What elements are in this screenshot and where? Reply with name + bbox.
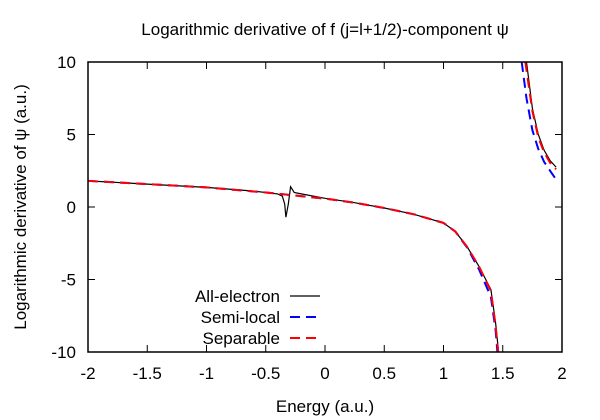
series-line-semi-local	[520, 62, 557, 181]
legend-label: All-electron	[195, 287, 280, 306]
plot-frame	[87, 61, 563, 353]
series-line-all-electron	[88, 180, 500, 352]
series-line-separable	[88, 179, 500, 352]
y-tick-label: 0	[67, 198, 76, 217]
series-line-all-electron	[525, 62, 557, 168]
x-tick-label: -0.5	[251, 364, 280, 383]
series-line-semi-local	[88, 179, 499, 352]
x-tick-label: 0	[320, 364, 329, 383]
x-tick-label: 0.5	[372, 364, 396, 383]
y-axis-label: Logarithmic derivative of ψ (a.u.)	[11, 84, 30, 330]
chart-title: Logarithmic derivative of f (j=l+1/2)-co…	[141, 20, 508, 39]
legend: All-electron Semi-local Separable	[195, 287, 320, 348]
x-tick-label: -2	[80, 364, 95, 383]
x-tick-label: -1	[199, 364, 214, 383]
legend-label: Semi-local	[201, 308, 280, 327]
y-tick-label: -10	[51, 343, 76, 362]
y-tick-label: -5	[61, 271, 76, 290]
x-tick-label: -1.5	[133, 364, 162, 383]
series-line-separable	[524, 62, 557, 170]
x-tick-label: 2	[557, 364, 566, 383]
y-tick-label: 5	[67, 126, 76, 145]
x-tick-label: 1.5	[491, 364, 515, 383]
x-axis-label: Energy (a.u.)	[276, 397, 374, 416]
legend-label: Separable	[202, 329, 280, 348]
x-tick-label: 1	[439, 364, 448, 383]
y-tick-label: 10	[57, 53, 76, 72]
